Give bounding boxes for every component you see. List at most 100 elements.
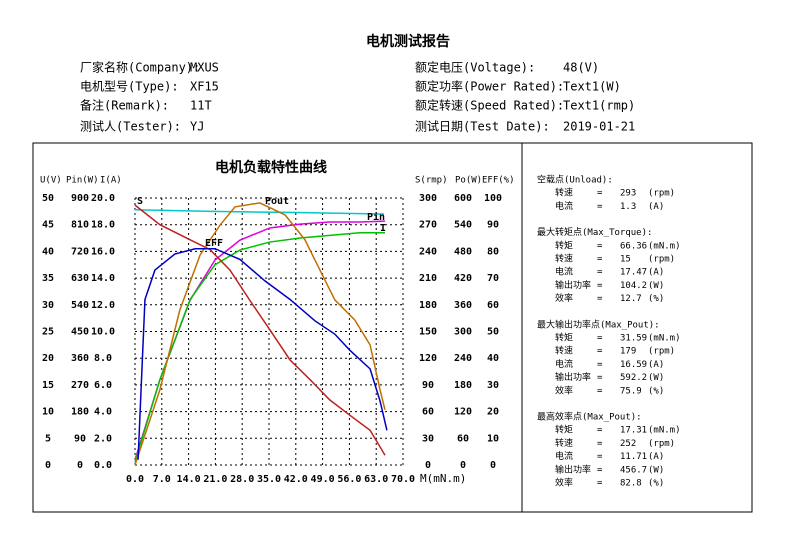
- field-value: Text1(rmp): [563, 99, 635, 113]
- y-tick-label: 0: [77, 460, 83, 471]
- y-tick-label: 360: [71, 353, 89, 364]
- axis-label: I(A): [100, 176, 122, 186]
- y-tick-label: 0: [425, 460, 431, 471]
- y-tick-label: 14.0: [91, 273, 115, 284]
- y-tick-label: 6.0: [94, 380, 112, 391]
- result-cell: 电流: [555, 450, 573, 462]
- field-label: 厂家名称(Company):: [80, 60, 200, 75]
- x-tick-label: 0.0: [126, 474, 144, 485]
- y-tick-label: 90: [74, 433, 86, 444]
- y-tick-label: 90: [487, 220, 499, 231]
- result-cell: 82.8: [620, 479, 642, 489]
- result-cell: (mN.m): [648, 334, 681, 344]
- y-tick-label: 540: [454, 220, 472, 231]
- y-tick-label: 30: [42, 300, 54, 311]
- axis-label: U(V): [40, 176, 62, 186]
- y-tick-label: 420: [454, 273, 472, 284]
- x-tick-label: 56.0: [337, 474, 361, 485]
- result-cell: =: [597, 465, 603, 475]
- result-cell: 1.3: [620, 202, 636, 212]
- result-cell: 456.7: [620, 465, 647, 475]
- y-tick-label: 480: [454, 246, 472, 257]
- result-cell: 17.31: [620, 426, 647, 436]
- x-tick-label: 49.0: [311, 474, 335, 485]
- y-tick-label: 10.0: [91, 327, 115, 338]
- result-cell: 12.7: [620, 294, 642, 304]
- y-tick-label: 12.0: [91, 300, 115, 311]
- result-cell: =: [597, 452, 603, 462]
- y-tick-label: 210: [419, 273, 437, 284]
- y-tick-label: 40: [42, 246, 54, 257]
- field-value: MXUS: [190, 61, 219, 75]
- result-cell: =: [597, 334, 603, 344]
- result-cell: =: [597, 189, 603, 199]
- result-cell: (rpm): [648, 347, 675, 357]
- field-value: YJ: [190, 120, 204, 134]
- y-tick-label: 900: [71, 193, 89, 204]
- result-cell: =: [597, 373, 603, 383]
- y-tick-label: 40: [487, 353, 499, 364]
- y-tick-label: 360: [454, 300, 472, 311]
- y-tick-label: 270: [419, 220, 437, 231]
- result-cell: (A): [648, 360, 664, 370]
- x-tick-label: 21.0: [203, 474, 227, 485]
- result-cell: =: [597, 386, 603, 396]
- result-cell: (A): [648, 202, 664, 212]
- y-tick-label: 20: [42, 353, 54, 364]
- y-tick-label: 10: [42, 407, 54, 418]
- result-cell: 104.2: [620, 281, 647, 291]
- x-tick-label: 35.0: [257, 474, 281, 485]
- result-cell: (rpm): [648, 255, 675, 265]
- result-cell: (W): [648, 373, 664, 383]
- result-cell: 电流: [555, 266, 573, 278]
- result-cell: =: [597, 294, 603, 304]
- y-tick-label: 90: [422, 380, 434, 391]
- y-tick-label: 600: [454, 193, 472, 204]
- y-tick-label: 0: [490, 460, 496, 471]
- result-cell: 592.2: [620, 373, 647, 383]
- y-tick-label: 20: [487, 407, 499, 418]
- x-tick-label: 42.0: [284, 474, 308, 485]
- x-tick-label: 14.0: [177, 474, 201, 485]
- y-tick-label: 70: [487, 273, 499, 284]
- y-tick-label: 35: [42, 273, 54, 284]
- field-label: 额定功率(Power Rated):: [415, 79, 564, 94]
- y-tick-label: 300: [419, 193, 437, 204]
- curve-label: Pout: [265, 196, 289, 207]
- y-tick-label: 0.0: [94, 460, 112, 471]
- result-cell: (%): [648, 479, 664, 489]
- y-tick-label: 100: [484, 193, 502, 204]
- y-tick-label: 300: [454, 327, 472, 338]
- section-title: 最大输出功率点(Max_Pout):: [537, 318, 660, 330]
- y-tick-label: 30: [422, 433, 434, 444]
- field-value: 11T: [190, 99, 212, 113]
- y-tick-label: 45: [42, 220, 54, 231]
- result-cell: 转矩: [555, 332, 573, 344]
- y-tick-label: 80: [487, 246, 499, 257]
- result-cell: 转速: [555, 345, 573, 357]
- result-cell: (rpm): [648, 189, 675, 199]
- y-tick-label: 240: [419, 246, 437, 257]
- curve-label: I: [380, 223, 386, 234]
- field-label: 备注(Remark):: [80, 98, 169, 113]
- result-cell: 转速: [555, 253, 573, 265]
- y-tick-label: 60: [422, 407, 434, 418]
- curve: [134, 231, 386, 463]
- result-cell: (W): [648, 465, 664, 475]
- result-cell: 16.59: [620, 360, 647, 370]
- result-cell: 11.71: [620, 452, 647, 462]
- y-tick-label: 60: [457, 433, 469, 444]
- axis-label: Po(W): [455, 176, 482, 186]
- result-cell: 电流: [555, 200, 573, 212]
- y-tick-label: 15: [42, 380, 54, 391]
- curve-label: EFF: [205, 238, 223, 249]
- result-cell: =: [597, 241, 603, 251]
- field-value: XF15: [190, 80, 219, 94]
- result-cell: (A): [648, 268, 664, 278]
- result-cell: =: [597, 426, 603, 436]
- section-title: 最大转矩点(Max_Torque):: [537, 226, 652, 238]
- y-tick-label: 240: [454, 353, 472, 364]
- y-tick-label: 540: [71, 300, 89, 311]
- y-tick-label: 450: [71, 327, 89, 338]
